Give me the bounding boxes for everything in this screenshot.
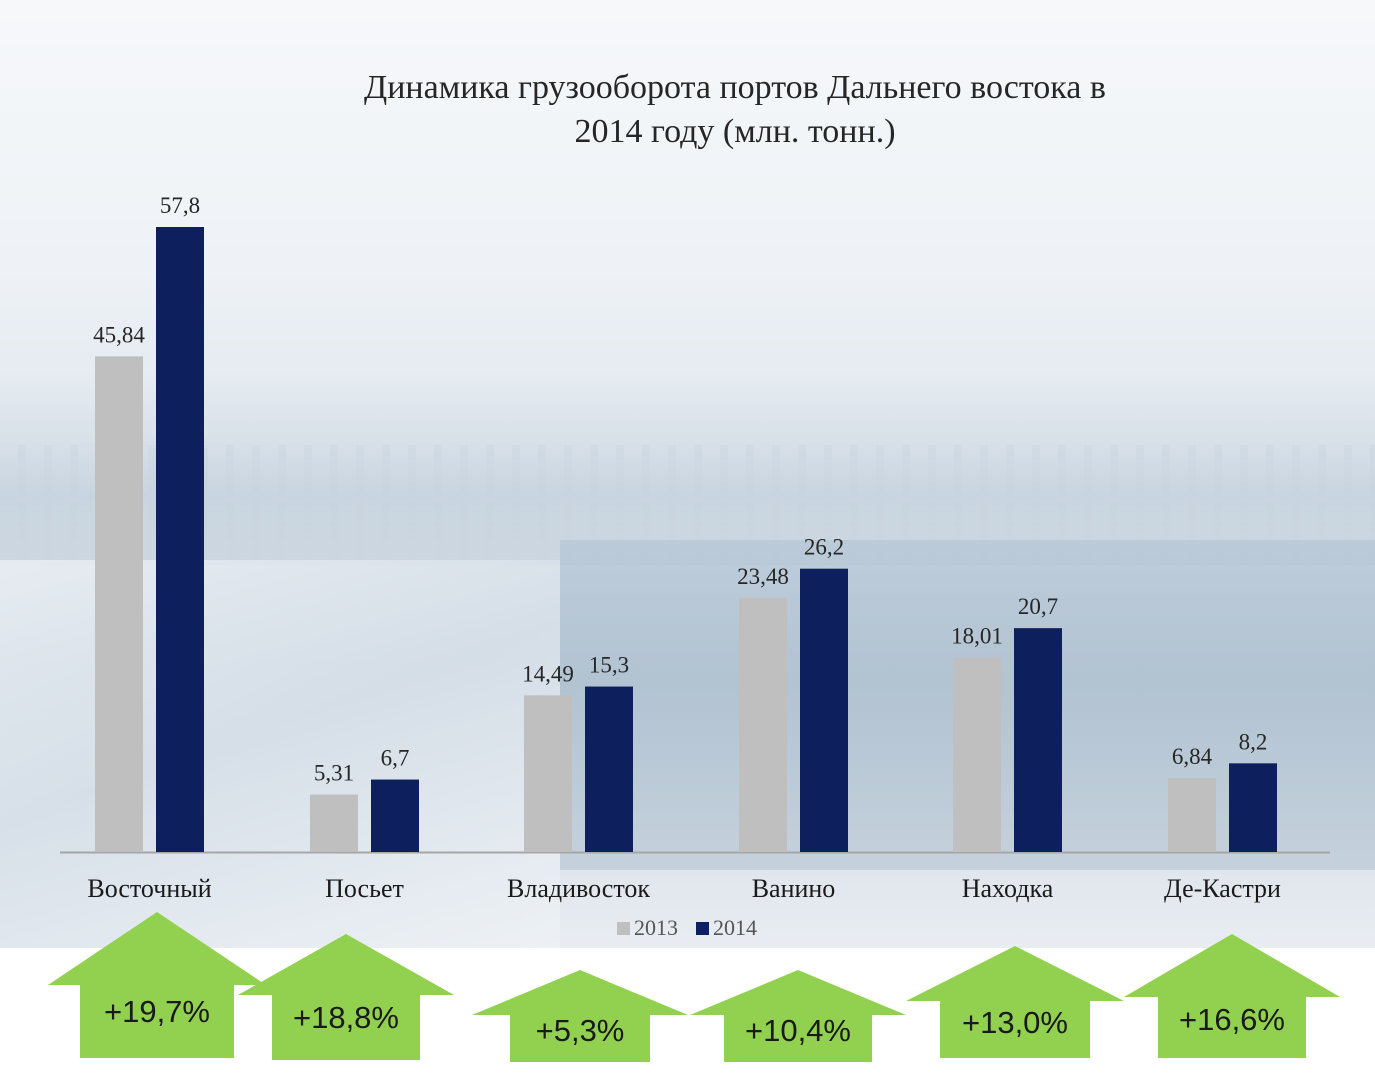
data-label-2014-de-kastri: 8,2	[1239, 729, 1268, 754]
up-arrow-icon	[48, 912, 266, 1058]
data-label-2013-vostochny: 45,84	[93, 322, 145, 347]
bar-chart: 45,84 57,8 Восточный 5,31 6,7 Посьет 14,49 15,3…	[60, 193, 1330, 903]
category-label-vanino: Ванино	[752, 874, 836, 903]
data-label-2014-vladivostok: 15,3	[589, 653, 629, 678]
category-label-vostochny: Восточный	[87, 874, 211, 903]
bar-2014-vostochny	[156, 227, 204, 852]
category-label-de-kastri: Де-Кастри	[1164, 874, 1281, 903]
background-shore	[0, 560, 560, 948]
data-label-2013-nakhodka: 18,01	[951, 623, 1003, 648]
growth-arrow-posyet: +18,8%	[238, 934, 454, 1060]
legend-label-2013: 2013	[634, 915, 678, 940]
category-label-nakhodka: Находка	[962, 874, 1054, 903]
growth-label-vladivostok: +5,3%	[535, 1013, 625, 1048]
bar-2014-vanino	[800, 568, 848, 852]
up-arrow-icon	[906, 946, 1124, 1058]
legend-swatch-2013	[617, 921, 630, 935]
data-label-2013-posyet: 5,31	[314, 761, 354, 786]
data-label-2014-vostochny: 57,8	[160, 193, 200, 218]
growth-label-vanino: +10,4%	[744, 1013, 851, 1048]
data-label-2014-nakhodka: 20,7	[1018, 594, 1058, 619]
data-label-2014-vanino: 26,2	[804, 535, 844, 560]
legend-item-2013: 2013	[617, 915, 678, 941]
bar-2013-vladivostok	[524, 695, 572, 852]
bar-2014-nakhodka	[1014, 628, 1062, 852]
legend-swatch-2014	[696, 921, 709, 935]
growth-label-vostochny: +19,7%	[103, 994, 210, 1029]
growth-arrow-vanino: +10,4%	[690, 970, 906, 1062]
growth-arrow-nakhodka: +13,0%	[906, 946, 1124, 1058]
up-arrow-icon	[690, 970, 906, 1062]
growth-label-de-kastri: +16,6%	[1178, 1002, 1285, 1037]
growth-arrow-vostochny: +19,7%	[48, 912, 266, 1058]
legend-label-2014: 2014	[713, 915, 757, 940]
chart-title: Динамика грузооборота портов Дальнего во…	[364, 69, 1106, 150]
data-label-2013-vladivostok: 14,49	[522, 661, 574, 686]
data-label-2014-posyet: 6,7	[381, 746, 410, 771]
background-photo	[0, 0, 1375, 948]
growth-label-posyet: +18,8%	[292, 1000, 399, 1035]
chart-legend: 2013 2014	[617, 914, 775, 942]
category-label-posyet: Посьет	[325, 874, 404, 903]
category-label-vladivostok: Владивосток	[507, 874, 650, 903]
legend-item-2014: 2014	[696, 915, 757, 941]
up-arrow-icon	[472, 970, 688, 1062]
bar-2014-de-kastri	[1229, 763, 1277, 852]
up-arrow-icon	[238, 934, 454, 1060]
bar-2013-nakhodka	[953, 657, 1001, 852]
up-arrow-icon	[1124, 934, 1340, 1058]
bar-2014-posyet	[371, 779, 419, 852]
growth-arrow-vladivostok: +5,3%	[472, 970, 688, 1062]
data-label-2013-vanino: 23,48	[737, 564, 789, 589]
bar-2014-vladivostok	[585, 686, 633, 852]
growth-label-nakhodka: +13,0%	[961, 1005, 1068, 1040]
bar-2013-vanino	[739, 598, 787, 852]
bar-2013-de-kastri	[1168, 778, 1216, 852]
bar-2013-vostochny	[95, 356, 143, 852]
bar-2013-posyet	[310, 794, 358, 852]
growth-arrow-de-kastri: +16,6%	[1124, 934, 1340, 1058]
data-label-2013-de-kastri: 6,84	[1172, 744, 1213, 769]
